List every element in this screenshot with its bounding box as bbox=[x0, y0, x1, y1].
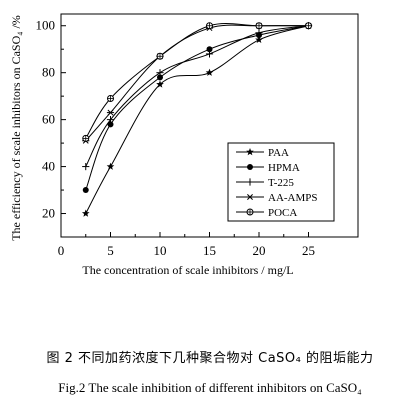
data-point-plus bbox=[255, 29, 263, 37]
series-aa-amps bbox=[82, 22, 313, 144]
y-tick-label: 40 bbox=[42, 159, 55, 174]
legend-item: HPMA bbox=[236, 162, 300, 174]
series-line-t-225 bbox=[85, 25, 309, 167]
axes: 0 5 10 15 20 25 20 40 60 80 100 bbox=[36, 13, 359, 258]
data-point-plus bbox=[82, 162, 90, 171]
legend: PAA HPMA T-225 AA-AMPS POCA bbox=[227, 142, 335, 222]
x-tick-label: 25 bbox=[302, 243, 315, 258]
data-point-star bbox=[246, 148, 254, 156]
figure-caption-chinese: 图 2 不同加药浓度下几种聚合物对 CaSO₄ 的阻垢能力 bbox=[46, 351, 374, 366]
legend-label: HPMA bbox=[268, 162, 300, 174]
data-point-filled-circle bbox=[157, 74, 163, 81]
data-point-asterisk bbox=[246, 194, 254, 200]
y-tick-label: 100 bbox=[36, 18, 56, 33]
data-point-filled-circle bbox=[247, 164, 253, 170]
data-point-circle-plus bbox=[246, 208, 254, 216]
y-tick-label: 80 bbox=[42, 65, 55, 80]
data-point-plus bbox=[106, 116, 115, 124]
legend-item: PAA bbox=[236, 147, 289, 159]
y-tick-label: 60 bbox=[42, 112, 55, 127]
legend-item: T-225 bbox=[236, 177, 294, 189]
data-point-star bbox=[255, 35, 263, 44]
data-point-plus bbox=[156, 69, 164, 77]
y-axis-title: The efficiency of scale inhibitors on Ca… bbox=[9, 15, 23, 241]
data-point-circle-plus bbox=[255, 22, 263, 30]
data-point-filled-circle bbox=[206, 46, 213, 53]
data-point-circle-plus bbox=[82, 134, 90, 142]
data-point-circle-plus bbox=[206, 22, 213, 30]
x-tick-label: 5 bbox=[107, 243, 114, 258]
x-axis-title: The concentration of scale inhibitors / … bbox=[82, 263, 293, 277]
data-point-star bbox=[81, 209, 90, 217]
series-line-poca bbox=[85, 23, 309, 139]
legend-label: PAA bbox=[268, 147, 289, 159]
x-tick-label: 20 bbox=[253, 243, 266, 258]
data-point-asterisk bbox=[106, 109, 115, 116]
x-tick-label: 0 bbox=[58, 243, 65, 258]
data-point-star bbox=[205, 68, 214, 76]
legend-label: AA-AMPS bbox=[268, 192, 318, 204]
data-point-plus bbox=[205, 50, 214, 58]
series-lines bbox=[81, 21, 313, 217]
data-point-circle-plus bbox=[107, 95, 114, 103]
legend-label: T-225 bbox=[268, 177, 294, 189]
series-poca bbox=[82, 22, 312, 142]
data-point-filled-circle bbox=[82, 187, 89, 194]
legend-item: POCA bbox=[236, 207, 297, 219]
data-point-circle-plus bbox=[156, 52, 164, 60]
legend-label: POCA bbox=[268, 207, 297, 219]
data-point-circle-plus bbox=[305, 22, 312, 30]
scale-inhibition-chart: 0 5 10 15 20 25 20 40 60 80 100 PAA HPMA T-225 AA-AMP… bbox=[9, 13, 359, 277]
data-point-star bbox=[106, 162, 115, 170]
series-line-aa-amps bbox=[85, 24, 309, 142]
legend-item: AA-AMPS bbox=[236, 192, 318, 204]
data-point-plus bbox=[246, 178, 254, 186]
x-tick-label: 15 bbox=[203, 243, 216, 258]
data-point-filled-circle bbox=[107, 121, 114, 128]
figure-caption-english: Fig.2 The scale inhibition of different … bbox=[58, 380, 362, 395]
y-tick-label: 20 bbox=[42, 206, 55, 221]
x-tick-label: 10 bbox=[154, 243, 167, 258]
data-point-star bbox=[156, 80, 164, 88]
